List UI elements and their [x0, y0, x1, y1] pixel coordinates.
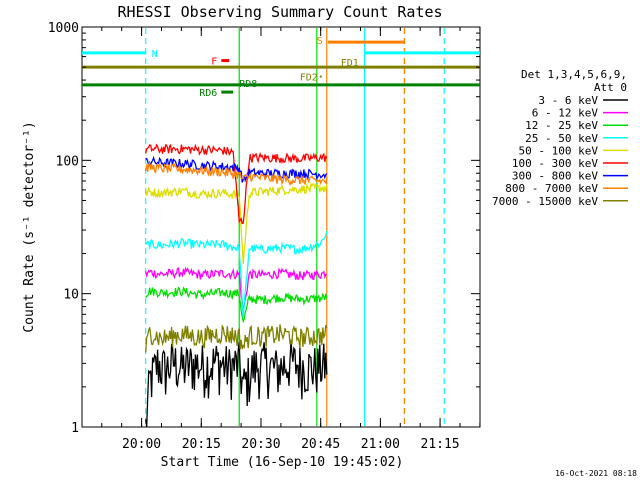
annotation-marker [319, 75, 322, 78]
state-bar-label: F [211, 57, 217, 68]
legend-header-1: Det 1,3,4,5,6,9, [521, 68, 627, 81]
legend-label: 25 - 50 keV [525, 132, 598, 145]
series-line [145, 231, 328, 318]
legend-label: 100 - 300 keV [512, 157, 598, 170]
y-tick-label: 1000 [48, 21, 79, 36]
legend-label: 7000 - 15000 keV [492, 195, 598, 208]
y-tick-label: 1 [71, 421, 79, 436]
x-tick-label: 20:00 [122, 437, 161, 452]
legend-label: 12 - 25 keV [525, 119, 598, 132]
y-tick-label: 10 [63, 288, 79, 303]
series-line [145, 286, 328, 324]
series-line [145, 323, 328, 353]
vertical-markers [145, 28, 445, 426]
legend-label: 3 - 6 keV [538, 94, 598, 107]
legend-label: 300 - 800 keV [512, 170, 598, 183]
state-bar-label: RD6 [199, 88, 217, 99]
state-bar-label: S [317, 36, 323, 47]
legend-label: 800 - 7000 keV [505, 182, 598, 195]
y-axis-label: Count Rate (s⁻¹ detector⁻¹) [22, 121, 37, 332]
annotation: FD2 [300, 73, 318, 84]
series-line [145, 161, 328, 187]
y-axis-ticks: 1 10 100 1000 [48, 21, 480, 436]
x-axis-label: Start Time (16-Sep-10 19:45:02) [161, 455, 404, 470]
footer-date: 16-Oct-2021 08:18 [555, 469, 637, 478]
state-bar-label: RD8 [239, 79, 257, 90]
y-tick-label: 100 [56, 154, 79, 169]
legend-header-2: Att 0 [594, 81, 627, 94]
state-bar-label: FD1 [341, 58, 359, 69]
series-line [145, 341, 328, 427]
series-line [145, 155, 328, 183]
x-tick-label: 21:15 [421, 437, 460, 452]
chart-title: RHESSI Observing Summary Count Rates [117, 3, 442, 21]
x-tick-label: 21:00 [361, 437, 400, 452]
plot-area: N S F FD1 RD8 RD6 FD2 [81, 26, 481, 428]
series-line [145, 266, 327, 314]
series-lines [145, 143, 328, 427]
chart-annotations: FD2 [300, 73, 322, 84]
x-tick-label: 20:15 [182, 437, 221, 452]
x-tick-label: 20:30 [241, 437, 280, 452]
series-line [145, 181, 328, 265]
x-tick-label: 20:45 [301, 437, 340, 452]
x-axis-ticks: 20:00 20:15 20:30 20:45 21:00 21:15 [101, 27, 481, 452]
series-line [145, 143, 328, 225]
orbit-bars: N S F FD1 RD8 RD6 [82, 36, 480, 99]
legend-label: 50 - 100 keV [519, 144, 599, 157]
state-bar-label: N [152, 49, 158, 60]
legend-label: 6 - 12 keV [532, 107, 599, 120]
